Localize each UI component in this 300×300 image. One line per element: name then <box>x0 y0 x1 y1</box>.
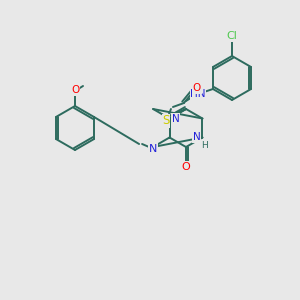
Text: O: O <box>182 162 190 172</box>
Text: Cl: Cl <box>226 31 237 41</box>
Text: S: S <box>162 115 169 128</box>
Text: O: O <box>71 85 79 95</box>
Text: N: N <box>149 144 157 154</box>
Text: N: N <box>172 113 179 124</box>
Text: HN: HN <box>190 89 206 99</box>
Text: N: N <box>193 133 200 142</box>
Text: O: O <box>193 83 201 93</box>
Text: H: H <box>201 141 208 150</box>
